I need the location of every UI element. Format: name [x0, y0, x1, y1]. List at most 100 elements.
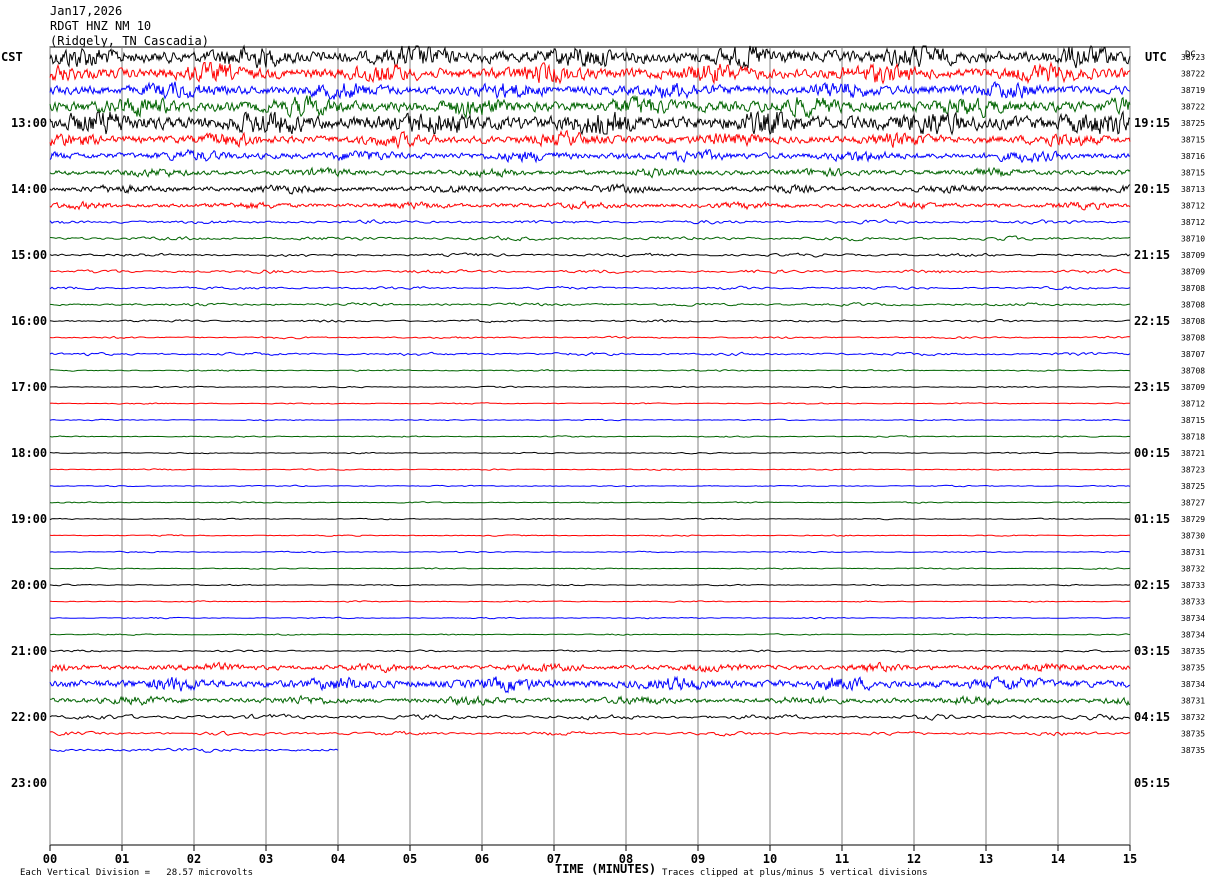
seismic-trace — [49, 534, 1131, 537]
left-timezone-label: CST — [1, 50, 23, 64]
seismic-trace — [49, 402, 1130, 405]
seismic-trace — [49, 730, 1131, 737]
dc-offset-label: 38722 — [1181, 103, 1205, 112]
dc-offset-label: 38729 — [1181, 515, 1205, 524]
seismic-trace — [49, 418, 1131, 422]
seismic-trace — [49, 268, 1131, 274]
seismic-trace — [49, 633, 1131, 636]
seismic-trace — [49, 468, 1131, 471]
dc-offset-label: 38713 — [1181, 185, 1205, 194]
seismic-trace — [49, 110, 1131, 136]
left-hour-label: 22:00 — [11, 710, 47, 724]
header-date: Jan17,2026 — [50, 4, 123, 18]
dc-offset-label: 38725 — [1181, 119, 1205, 128]
footer-clipped-note: Traces clipped at plus/minus 5 vertical … — [662, 868, 928, 878]
x-tick-label: 04 — [331, 852, 345, 866]
x-axis-title: TIME (MINUTES) — [555, 862, 657, 876]
dc-offset-label: 38732 — [1181, 565, 1205, 574]
dc-offset-label: 38712 — [1181, 202, 1205, 211]
dc-offset-label: 38710 — [1181, 235, 1205, 244]
right-hour-label: 00:15 — [1134, 446, 1170, 460]
dc-offset-label: 38734 — [1181, 614, 1205, 623]
x-tick-label: 15 — [1123, 852, 1137, 866]
right-hour-label: 19:15 — [1134, 116, 1170, 130]
right-hour-label: 04:15 — [1134, 710, 1170, 724]
seismic-trace — [49, 351, 1131, 357]
right-hour-label: 05:15 — [1134, 776, 1170, 790]
dc-offset-label: 38709 — [1181, 383, 1205, 392]
seismic-trace — [49, 44, 1131, 69]
seismic-trace — [49, 600, 1131, 603]
dc-offset-label: 38723 — [1181, 466, 1205, 475]
seismic-trace — [49, 747, 339, 753]
seismic-trace — [49, 148, 1131, 164]
seismic-trace — [49, 694, 1131, 707]
left-hour-label: 15:00 — [11, 248, 47, 262]
right-timezone-label: UTC — [1145, 50, 1167, 64]
dc-offset-label: 38721 — [1181, 449, 1205, 458]
right-hour-label: 03:15 — [1134, 644, 1170, 658]
seismic-trace — [49, 302, 1131, 307]
plot-frame — [49, 46, 1131, 846]
x-tick-label: 02 — [187, 852, 201, 866]
right-hour-label: 23:15 — [1134, 380, 1170, 394]
dc-offset-label: 38727 — [1181, 499, 1205, 508]
dc-offset-label: 38715 — [1181, 169, 1205, 178]
seismic-trace — [49, 501, 1131, 504]
seismic-trace — [49, 335, 1131, 340]
dc-offset-label: 38730 — [1181, 532, 1205, 541]
header-station: RDGT HNZ NM 10 — [50, 19, 152, 33]
seismic-trace — [49, 550, 1131, 554]
dc-offset-label: 38719 — [1181, 86, 1205, 95]
dc-offset-label: 38732 — [1181, 713, 1205, 722]
seismic-trace — [49, 484, 1131, 488]
left-hour-label: 20:00 — [11, 578, 47, 592]
x-tick-label: 13 — [979, 852, 993, 866]
dc-offset-label: 38715 — [1181, 136, 1205, 145]
dc-offset-label: 38708 — [1181, 317, 1205, 326]
dc-offset-label: 38708 — [1181, 284, 1205, 293]
left-hour-label: 21:00 — [11, 644, 47, 658]
dc-offset-label: 38731 — [1181, 548, 1205, 557]
left-hour-label: 16:00 — [11, 314, 47, 328]
left-hour-label: 23:00 — [11, 776, 47, 790]
seismic-trace — [49, 385, 1130, 389]
seismic-trace — [49, 675, 1131, 694]
right-hour-label: 22:15 — [1134, 314, 1170, 328]
seismic-trace — [49, 369, 1131, 372]
dc-offset-label: 38708 — [1181, 301, 1205, 310]
dc-offset-label: 38734 — [1181, 631, 1205, 640]
x-tick-label: 08 — [619, 852, 633, 866]
x-tick-label: 14 — [1051, 852, 1065, 866]
seismic-trace — [49, 200, 1131, 211]
dc-offset-label: 38731 — [1181, 697, 1205, 706]
right-hour-label: 01:15 — [1134, 512, 1170, 526]
seismic-trace — [49, 61, 1131, 85]
seismic-trace — [49, 129, 1131, 150]
right-hour-label: 21:15 — [1134, 248, 1170, 262]
seismic-trace — [49, 567, 1131, 570]
seismic-trace — [49, 713, 1131, 721]
right-hour-label: 20:15 — [1134, 182, 1170, 196]
right-hour-label: 02:15 — [1134, 578, 1170, 592]
seismic-trace — [49, 517, 1131, 521]
seismic-trace — [49, 649, 1131, 653]
seismic-trace — [49, 94, 1131, 120]
x-tick-label: 01 — [115, 852, 129, 866]
left-hour-label: 17:00 — [11, 380, 47, 394]
seismic-trace — [49, 166, 1131, 179]
seismic-trace — [49, 219, 1131, 225]
dc-header-label: DC — [1185, 50, 1196, 60]
dc-offset-label: 38712 — [1181, 218, 1205, 227]
header-location: (Ridgely, TN Cascadia) — [50, 34, 209, 48]
dc-offset-label: 38735 — [1181, 746, 1205, 755]
x-tick-label: 10 — [763, 852, 777, 866]
dc-offset-label: 38734 — [1181, 680, 1205, 689]
dc-offset-label: 38707 — [1181, 350, 1205, 359]
dc-offset-label: 38735 — [1181, 664, 1205, 673]
dc-offset-label: 38723 — [1181, 53, 1205, 62]
dc-offset-label: 38733 — [1181, 598, 1205, 607]
dc-offset-label: 38709 — [1181, 268, 1205, 277]
left-hour-label: 19:00 — [11, 512, 47, 526]
dc-offset-label: 38722 — [1181, 70, 1205, 79]
